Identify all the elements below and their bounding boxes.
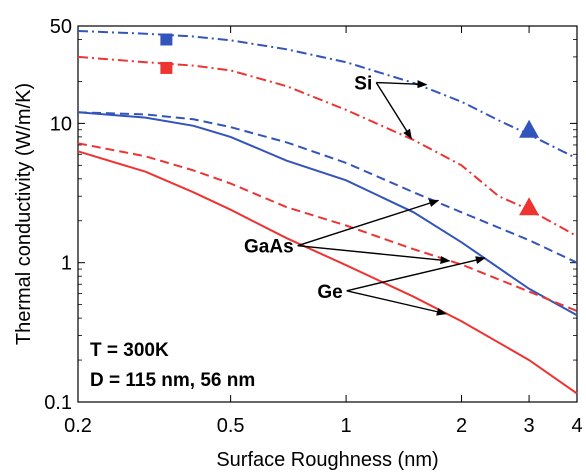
temperature-label: T = 300K xyxy=(90,340,169,361)
annotation-gaas: GaAs xyxy=(244,237,294,258)
annotation-arrow xyxy=(346,256,486,292)
series-line-3 xyxy=(77,111,578,264)
y-axis-title: Thermal conductivity (W/m/K) xyxy=(13,83,35,345)
annotation-arrow xyxy=(297,244,451,264)
annotation-arrow xyxy=(376,80,428,89)
annotation-arrow xyxy=(346,290,447,316)
annotation-ge: Ge xyxy=(317,282,342,303)
triangle-marker xyxy=(519,197,540,216)
series-line-6 xyxy=(77,150,578,395)
x-tick-label: 4 xyxy=(571,415,582,437)
x-tick-label: 0.2 xyxy=(64,415,92,437)
plot-area xyxy=(77,25,578,403)
x-tick-label: 1 xyxy=(341,415,352,437)
annotation-layer: Si GaAs Ge xyxy=(244,74,486,316)
y-tick-label: 10 xyxy=(50,113,72,135)
y-tick-label: 50 xyxy=(50,16,72,38)
annotation-arrow xyxy=(297,199,440,247)
y-tick-label: 1 xyxy=(61,253,72,275)
x-tick-label: 2 xyxy=(456,415,467,437)
triangle-marker xyxy=(519,119,540,138)
x-tick-label: 0.5 xyxy=(217,415,245,437)
marker-layer xyxy=(160,33,540,216)
series-line-1 xyxy=(77,30,578,160)
series-line-4 xyxy=(77,111,578,317)
square-marker xyxy=(160,61,173,74)
x-axis-title: Surface Roughness (nm) xyxy=(216,449,438,471)
diameter-label: D = 115 nm, 56 nm xyxy=(90,370,255,391)
annotation-arrow xyxy=(375,82,412,140)
y-tick-label: 0.1 xyxy=(44,392,72,414)
x-tick-label: 3 xyxy=(524,415,535,437)
series-layer xyxy=(77,30,578,395)
series-line-5 xyxy=(77,142,578,312)
annotation-si: Si xyxy=(354,74,372,95)
square-marker xyxy=(160,33,173,46)
series-line-2 xyxy=(77,55,578,238)
